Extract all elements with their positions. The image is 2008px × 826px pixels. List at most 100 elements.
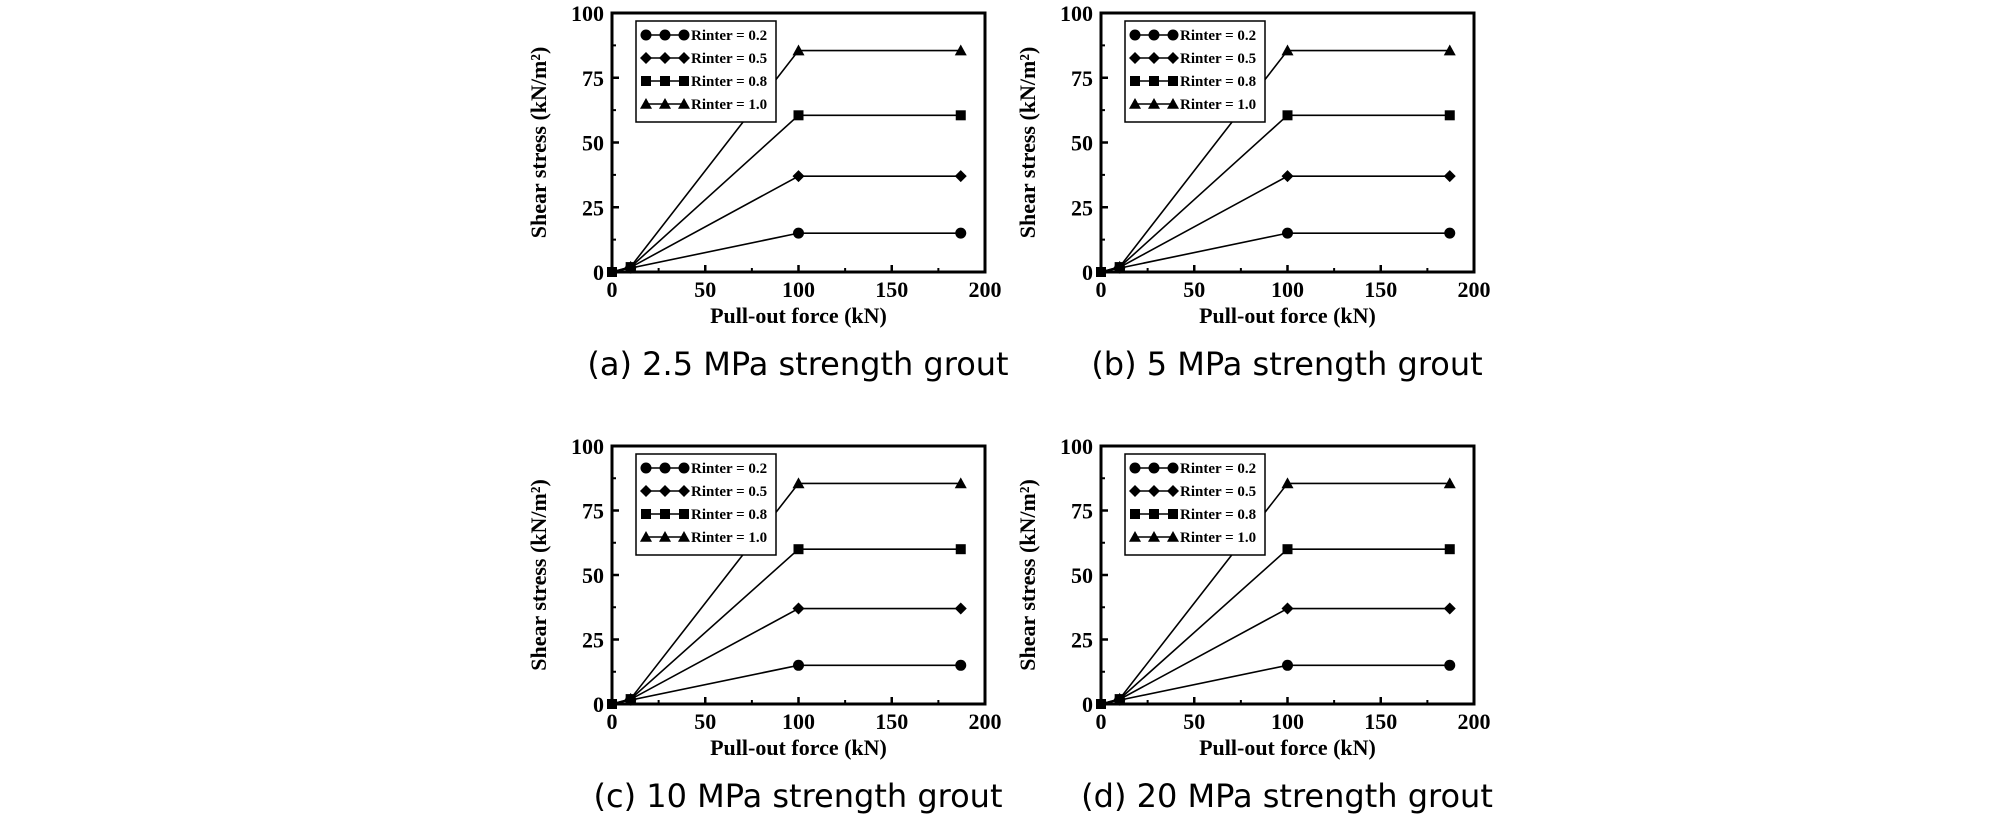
panel-caption: (d) 20 MPa strength grout: [1081, 777, 1493, 815]
data-point: [793, 110, 804, 121]
data-point: [1444, 659, 1456, 671]
legend-marker: [640, 29, 652, 41]
y-tick-label: 50: [582, 131, 604, 156]
x-tick-label: 150: [1364, 709, 1397, 734]
legend-label: Rinter = 0.2: [1180, 461, 1256, 477]
legend-box: [1124, 20, 1266, 123]
data-point: [1443, 44, 1456, 56]
data-point: [1444, 544, 1455, 555]
legend: Rinter = 0.2 Rinter = 0.5 Rinter = 0.8 Rint…: [635, 20, 777, 123]
legend-marker: [659, 485, 671, 497]
legend-marker: [1167, 52, 1179, 64]
data-point: [954, 477, 967, 489]
legend-marker: [660, 76, 670, 86]
series-group: [607, 477, 967, 709]
legend-marker: [659, 52, 671, 64]
data-point: [1444, 227, 1456, 239]
legend-marker: [1148, 485, 1160, 497]
y-tick-label: 100: [571, 434, 604, 459]
series-line-4: [1100, 49, 1450, 273]
x-tick-label: 100: [1271, 277, 1304, 302]
x-tick-label: 100: [782, 277, 815, 302]
legend-marker: [1148, 29, 1160, 41]
legend-label: Rinter = 0.5: [691, 484, 767, 500]
y-axis-title: Shear stress (kN/m²): [1015, 479, 1040, 671]
series-line-1: [611, 232, 961, 273]
legend-marker: [641, 509, 651, 519]
data-point: [954, 44, 967, 56]
legend-marker: [1149, 76, 1159, 86]
data-point: [793, 227, 804, 239]
legend-marker: [1129, 531, 1141, 542]
data-point: [954, 602, 967, 615]
legend-box: [1124, 453, 1266, 556]
legend-marker: [1129, 462, 1141, 474]
legend-marker: [1130, 76, 1140, 86]
legend-label: Rinter = 0.2: [691, 461, 767, 477]
data-point: [1281, 44, 1294, 56]
legend-marker: [640, 462, 652, 474]
legend-box: [635, 20, 777, 123]
legend-label: Rinter = 0.8: [691, 507, 767, 523]
legend-marker: [1149, 509, 1159, 519]
x-tick-label: 100: [1271, 709, 1304, 734]
x-tick-label: 200: [969, 709, 1002, 734]
legend-label: Rinter = 0.5: [1180, 484, 1256, 500]
data-point: [955, 659, 967, 671]
x-tick-label: 100: [782, 709, 815, 734]
data-point: [1443, 602, 1456, 615]
series-line-4: [1100, 482, 1450, 705]
data-point: [1282, 227, 1293, 239]
y-tick-label: 100: [1060, 434, 1093, 459]
x-tick-label: 150: [875, 277, 908, 302]
data-point: [792, 44, 805, 56]
x-tick-label: 200: [1458, 709, 1491, 734]
data-point: [1444, 110, 1455, 121]
panel-caption: (b) 5 MPa strength grout: [1091, 345, 1482, 383]
series-line-1: [611, 664, 961, 705]
legend-marker: [641, 76, 651, 86]
x-tick-label: 50: [694, 709, 716, 734]
y-tick-label: 75: [582, 66, 604, 91]
legend-label: Rinter = 1.0: [1180, 530, 1256, 546]
legend-marker: [640, 52, 652, 64]
data-point: [1281, 602, 1294, 615]
legend-marker: [678, 98, 690, 109]
legend-marker: [1148, 531, 1160, 542]
y-tick-label: 0: [593, 260, 604, 285]
series-group: [1096, 477, 1456, 709]
y-axis-title: Shear stress (kN/m²): [526, 479, 551, 671]
y-tick-label: 0: [593, 692, 604, 717]
x-axis-title: Pull-out force (kN): [710, 735, 887, 760]
series-line-1: [1100, 232, 1450, 273]
data-point: [954, 170, 967, 183]
legend-label: Rinter = 1.0: [1180, 97, 1256, 113]
panel-caption: (c) 10 MPa strength grout: [594, 777, 1003, 815]
data-point: [624, 692, 637, 704]
legend-marker: [640, 485, 652, 497]
legend-marker: [678, 485, 690, 497]
y-tick-label: 25: [582, 628, 604, 653]
data-point: [793, 544, 804, 555]
x-axis-title: Pull-out force (kN): [710, 303, 887, 328]
data-point: [792, 602, 805, 615]
legend-label: Rinter = 0.2: [691, 28, 767, 44]
legend-label: Rinter = 0.5: [1180, 51, 1256, 67]
legend: Rinter = 0.2 Rinter = 0.5 Rinter = 0.8 Rint…: [635, 453, 777, 556]
x-tick-label: 50: [1183, 277, 1205, 302]
legend-label: Rinter = 1.0: [691, 97, 767, 113]
data-point: [955, 544, 966, 555]
legend-marker: [1148, 98, 1160, 109]
x-tick-label: 200: [1458, 277, 1491, 302]
legend-marker: [1167, 531, 1179, 542]
y-tick-label: 100: [1060, 1, 1093, 26]
legend-marker: [1167, 29, 1179, 41]
data-point: [955, 110, 966, 121]
x-tick-label: 50: [1183, 709, 1205, 734]
y-tick-label: 50: [1071, 131, 1093, 156]
